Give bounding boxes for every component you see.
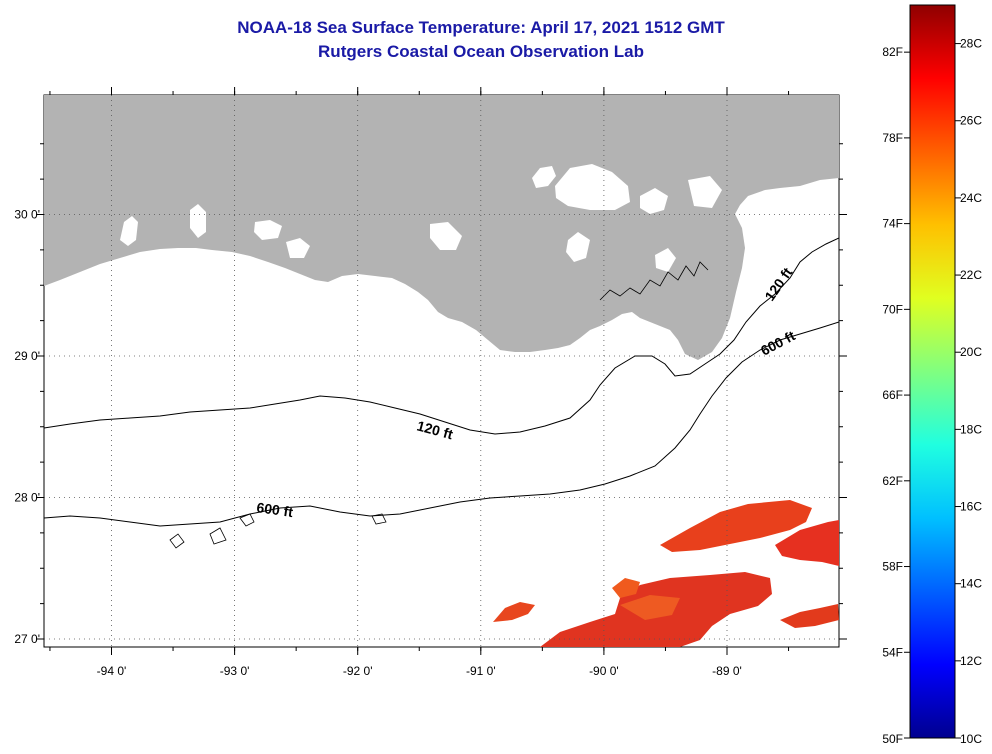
lake-maurepas [532,166,556,188]
lake-white [254,220,282,240]
colorbar [909,4,956,739]
lake-chandeleur [688,176,722,208]
colorbar-celsius-labels: 10C 12C 14C 16C 18C 20C 22C 24C 26C 28C [960,37,982,746]
colorbar-f-label: 62F [882,474,903,488]
lake-delta [655,248,676,272]
map-subtitle: Rutgers Coastal Ocean Observation Lab [318,42,644,61]
lake-verret [430,222,462,250]
colorbar-c-label: 28C [960,37,982,51]
colorbar-c-label: 12C [960,654,982,668]
latitude-labels: 30 0' 29 0' 28 0' 27 0' [14,208,40,647]
lon-label: -92 0' [343,664,373,678]
colorbar-c-label: 18C [960,422,982,436]
colorbar-f-label: 82F [882,45,903,59]
colorbar-c-label: 26C [960,114,982,128]
lake-calcasieu [120,216,138,246]
map-title: NOAA-18 Sea Surface Temperature: April 1… [237,18,725,37]
lon-label: -93 0' [220,664,250,678]
colorbar-c-label: 14C [960,577,982,591]
map-grid [44,95,839,647]
colorbar-fahrenheit-labels: 50F 54F 58F 62F 66F 70F 74F 78F 82F [882,45,903,746]
frame-ticks [36,87,847,655]
lake-grand [190,204,206,238]
colorbar-c-label: 20C [960,345,982,359]
lat-label: 28 0' [14,491,40,505]
colorbar-f-label: 74F [882,217,903,231]
colorbar-f-label: 66F [882,388,903,402]
colorbar-c-label: 22C [960,268,982,282]
contour-600ft-islet [169,513,387,549]
colorbar-ticks [904,43,961,739]
delta-coastline [599,261,709,301]
colorbar-f-label: 54F [882,645,903,659]
colorbar-f-label: 58F [882,560,903,574]
lon-label: -89 0' [712,664,742,678]
colorbar-f-label: 50F [882,732,903,746]
lake-fausse [286,238,310,258]
colorbar-c-label: 10C [960,732,982,746]
longitude-labels: -94 0' -93 0' -92 0' -91 0' -90 0' -89 0' [97,664,742,678]
contour-600ft [44,321,839,527]
lon-label: -90 0' [589,664,619,678]
lon-label: -91 0' [466,664,496,678]
colorbar-f-label: 78F [882,131,903,145]
lake-borgne [640,188,668,214]
lon-label: -94 0' [97,664,127,678]
lat-label: 29 0' [14,349,40,363]
colorbar-c-label: 24C [960,191,982,205]
sst-patches [493,500,839,647]
lake-salvador [566,232,590,262]
contour-120ft [44,237,839,435]
colorbar-f-label: 70F [882,302,903,316]
contour-label-600ft-west: 600 ft [256,499,295,520]
lat-label: 30 0' [14,208,40,222]
lat-label: 27 0' [14,632,40,646]
lake-pontchartrain [555,164,630,210]
colorbar-c-label: 16C [960,500,982,514]
